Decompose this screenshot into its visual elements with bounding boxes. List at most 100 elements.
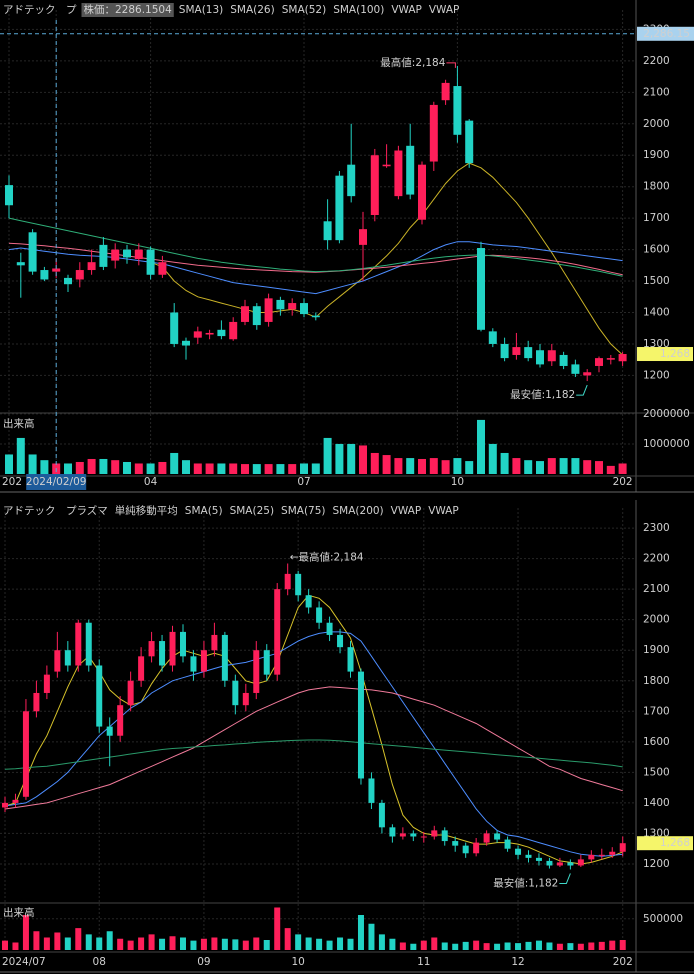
volume-bar — [170, 452, 179, 474]
candle-body — [382, 164, 391, 167]
header-subtitle: 単純移動平均 — [115, 504, 178, 517]
candle-body — [75, 622, 82, 666]
volume-bar — [567, 943, 574, 950]
candle-body — [205, 332, 214, 335]
volume-title: 出来高 — [3, 417, 35, 430]
candle-body — [211, 634, 218, 651]
x-tick-label: 11 — [417, 956, 430, 968]
volume-title: 出来高 — [3, 906, 35, 919]
volume-bar — [453, 458, 462, 474]
volume-bar — [229, 463, 238, 474]
volume-bar — [64, 463, 72, 474]
ma-line — [150, 162, 623, 356]
candle-body — [473, 842, 480, 854]
volume-bar — [326, 940, 333, 950]
volume-bar — [127, 940, 134, 950]
candle-body — [242, 692, 249, 706]
y-tick-label: 1800 — [643, 675, 670, 687]
candle-body — [106, 726, 113, 736]
volume-bar — [335, 443, 344, 474]
volume-bar — [418, 458, 426, 474]
volume-bar — [217, 463, 226, 474]
candle-body — [420, 836, 427, 838]
x-tick-label: 07 — [297, 476, 310, 488]
candle-body — [87, 262, 96, 271]
candle-body — [200, 650, 207, 672]
candle-body — [2, 802, 8, 808]
volume-bar — [54, 932, 61, 950]
candle-body — [241, 306, 249, 322]
last-price-box — [637, 347, 693, 362]
candle-body — [619, 843, 626, 852]
x-tick-label: 09 — [197, 956, 210, 968]
volume-bar — [494, 943, 501, 950]
candle-body — [117, 705, 124, 736]
volume-bar — [515, 943, 522, 950]
candle-body — [429, 104, 438, 162]
candle-body — [347, 164, 356, 197]
candle-body — [488, 331, 497, 344]
volume-bar — [253, 937, 260, 950]
x-tick-label: 10 — [451, 476, 464, 488]
candle-body — [494, 833, 501, 840]
volume-bar — [75, 461, 84, 474]
candle-body — [609, 851, 616, 855]
y-tick-label: 1900 — [643, 149, 670, 161]
ma-line — [4, 686, 623, 810]
volume-bar — [28, 454, 37, 474]
candle-body — [357, 671, 364, 779]
volume-bar — [96, 937, 103, 950]
y-tick-label: 1900 — [643, 644, 670, 656]
volume-bar — [382, 455, 391, 474]
candle-body — [347, 647, 354, 672]
last-price-label: 1,268 — [660, 837, 690, 849]
crosshair-price-box — [637, 26, 694, 41]
y-tick-label: 2300 — [643, 522, 670, 534]
candle-body — [504, 839, 511, 849]
candle-body — [217, 329, 226, 337]
candle-body — [311, 315, 320, 318]
candle-body — [253, 650, 260, 693]
candle-body — [453, 86, 462, 135]
candle-body — [571, 364, 580, 374]
volume-bar — [179, 937, 186, 950]
volume-bar — [368, 923, 375, 950]
candle-body — [525, 854, 532, 858]
volume-bar — [16, 437, 25, 474]
volume-bar — [264, 464, 273, 474]
y-tick-label: 1600 — [643, 244, 670, 256]
legend-entry: SMA(26) — [230, 4, 274, 16]
volume-bar — [305, 937, 312, 950]
crosshair-price-label: 2,286.15 — [643, 28, 690, 40]
y-tick-label: 1400 — [643, 797, 670, 809]
y-tick-label: 2100 — [643, 583, 670, 595]
candle-body — [33, 692, 40, 712]
volume-bar — [190, 940, 197, 950]
candle-body — [512, 347, 521, 355]
candle-body — [431, 830, 438, 837]
candle-body — [182, 340, 190, 346]
volume-bar — [252, 464, 261, 474]
volume-bar — [211, 937, 218, 950]
y-tick-label: 1600 — [643, 736, 670, 748]
volume-bar — [87, 458, 96, 474]
volume-bar — [323, 437, 332, 474]
y-tick-label: 1700 — [643, 705, 670, 717]
candle-body — [159, 641, 166, 666]
volume-bar — [588, 942, 595, 950]
candle-body — [179, 631, 186, 657]
volume-bar — [357, 915, 364, 950]
volume-bar — [473, 940, 480, 950]
volume-bar — [406, 458, 415, 474]
candle-body — [418, 164, 426, 220]
annotation-arrow — [559, 873, 571, 884]
volume-bar — [347, 938, 354, 950]
candle-body — [138, 656, 145, 681]
candle-body — [378, 802, 385, 828]
candle-body — [252, 306, 261, 326]
candle-body — [28, 232, 37, 272]
candle-body — [567, 862, 574, 866]
candle-body — [22, 711, 29, 797]
